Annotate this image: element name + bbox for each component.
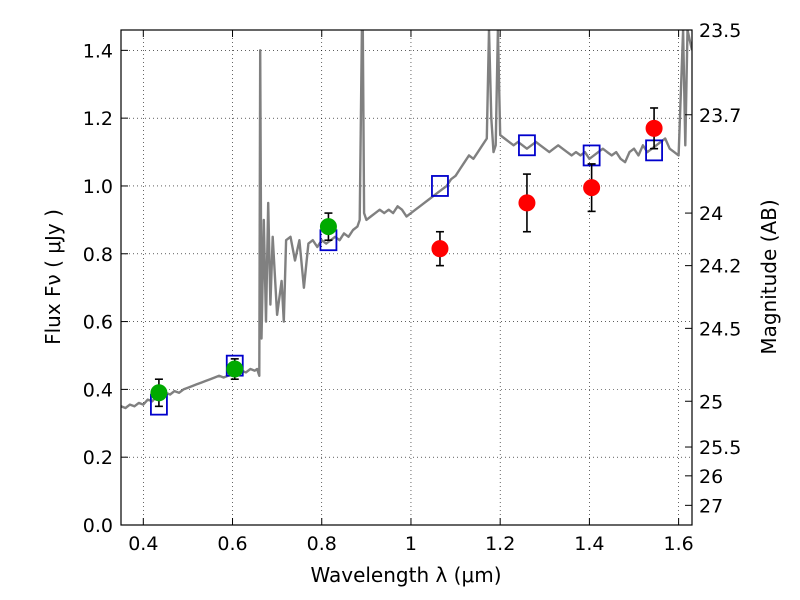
axes: 0.4 0.6 0.8 1 1.2 1.4 1.6 0.0 0.2 0.4 0.6 0.8 1.0 1.2… — [83, 20, 742, 555]
y-tick-label: 0.0 — [83, 515, 113, 537]
x-tick-label: 1.6 — [664, 533, 694, 555]
x-tick-label: 1 — [405, 533, 417, 555]
right-tick-label: 23.5 — [699, 20, 741, 42]
right-tick-label: 24 — [699, 203, 723, 225]
observed-point — [645, 119, 663, 137]
right-tick-label: 25 — [699, 391, 723, 413]
observed-point — [518, 194, 536, 212]
x-tick-label: 1.4 — [574, 533, 604, 555]
markers — [150, 107, 663, 416]
observed-point — [319, 218, 337, 236]
y-tick-label: 0.6 — [83, 312, 113, 334]
x-tick-label: 0.4 — [128, 533, 158, 555]
plot-background — [121, 30, 692, 525]
right-tick-label: 26 — [699, 466, 723, 488]
grid — [121, 30, 692, 526]
y-tick-label: 0.4 — [83, 379, 113, 401]
y-tick-label: 1.0 — [83, 176, 113, 198]
model-photometry-square — [518, 134, 536, 157]
observed-point — [150, 384, 168, 402]
y-tick-label: 1.2 — [83, 108, 113, 130]
observed-point — [226, 360, 244, 378]
y-tick-label: 0.8 — [83, 244, 113, 266]
right-tick-label: 24.5 — [699, 318, 741, 340]
right-tick-label: 23.7 — [699, 105, 741, 127]
y-tick-label: 0.2 — [83, 447, 113, 469]
model-photometry-square — [431, 175, 449, 197]
y-axis-title: Flux Fν ( μJy ) — [41, 209, 65, 345]
x-tick-label: 1.2 — [485, 533, 515, 555]
plot-frame — [120, 29, 693, 526]
spectrum-line — [121, 30, 692, 410]
x-axis-title: Wavelength λ (μm) — [310, 563, 501, 587]
observed-point — [431, 240, 449, 258]
right-tick-label: 25.5 — [699, 437, 741, 459]
observed-point — [583, 179, 601, 197]
right-axis-title: Magnitude (AB) — [757, 199, 781, 354]
x-tick-label: 0.6 — [217, 533, 247, 555]
right-tick-label: 27 — [699, 495, 723, 517]
y-tick-label: 1.4 — [83, 40, 113, 62]
plot-area — [121, 30, 692, 410]
right-tick-label: 24.2 — [699, 256, 741, 278]
x-tick-label: 0.8 — [307, 533, 337, 555]
